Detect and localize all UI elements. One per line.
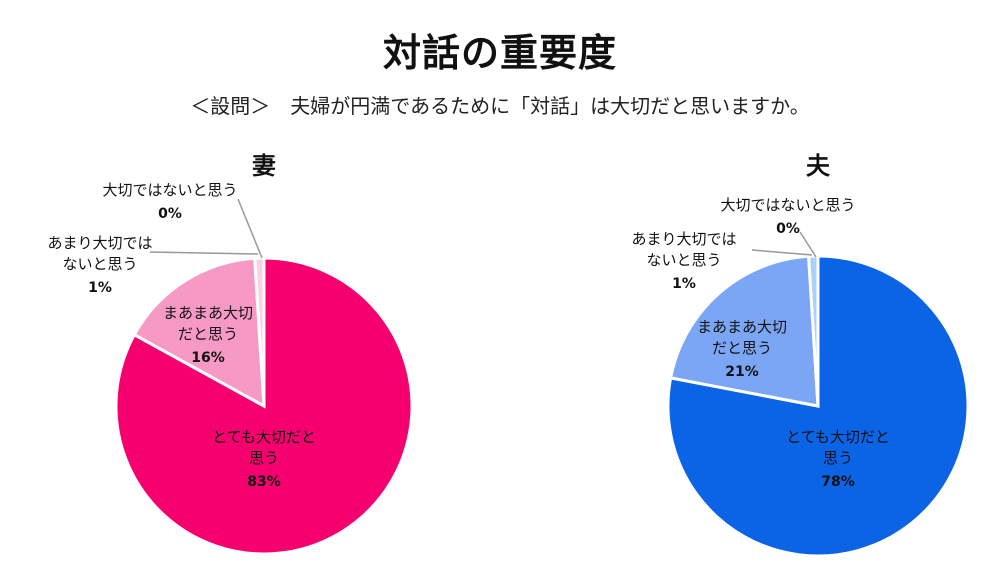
slice-label: 思う: [823, 449, 853, 467]
slice-label: 大切ではないと思う: [102, 181, 237, 199]
slice-label: とても大切だと: [212, 428, 316, 446]
slice-percent: 1%: [88, 280, 112, 296]
slice-label: 大切ではないと思う: [720, 196, 855, 214]
chart-title: 妻: [252, 152, 276, 180]
slice-percent: 16%: [191, 350, 225, 366]
slice-percent: 0%: [776, 221, 800, 237]
slice-label: だと思う: [178, 325, 238, 343]
slice-label: まあまあ大切: [163, 304, 253, 322]
page-title: 対話の重要度: [382, 31, 617, 75]
slice-label: ないと思う: [646, 251, 721, 269]
question-subtitle: ＜設問＞ 夫婦が円満であるために「対話」は大切だと思いますか。: [190, 94, 810, 118]
leader-line: [149, 251, 259, 255]
slice-percent: 21%: [725, 364, 759, 380]
slice-label: だと思う: [712, 339, 772, 357]
slice-label: あまり大切では: [631, 230, 736, 248]
slice-label: ないと思う: [62, 255, 137, 273]
slice-label: あまり大切では: [47, 234, 152, 252]
leader-line: [799, 231, 817, 258]
leader-line: [751, 249, 813, 256]
slice-percent: 1%: [672, 276, 696, 292]
pie-slice: [132, 256, 266, 409]
slice-percent: 83%: [247, 474, 281, 490]
pie-slice: [668, 254, 820, 408]
slice-label: とても大切だと: [786, 428, 890, 446]
slice-label: まあまあ大切: [697, 318, 787, 336]
slice-percent: 78%: [821, 474, 855, 490]
slice-label: 思う: [249, 449, 279, 467]
chart-title: 夫: [806, 152, 831, 180]
slice-percent: 0%: [158, 206, 182, 222]
leader-line: [237, 198, 263, 259]
pie-slice: [666, 254, 970, 558]
